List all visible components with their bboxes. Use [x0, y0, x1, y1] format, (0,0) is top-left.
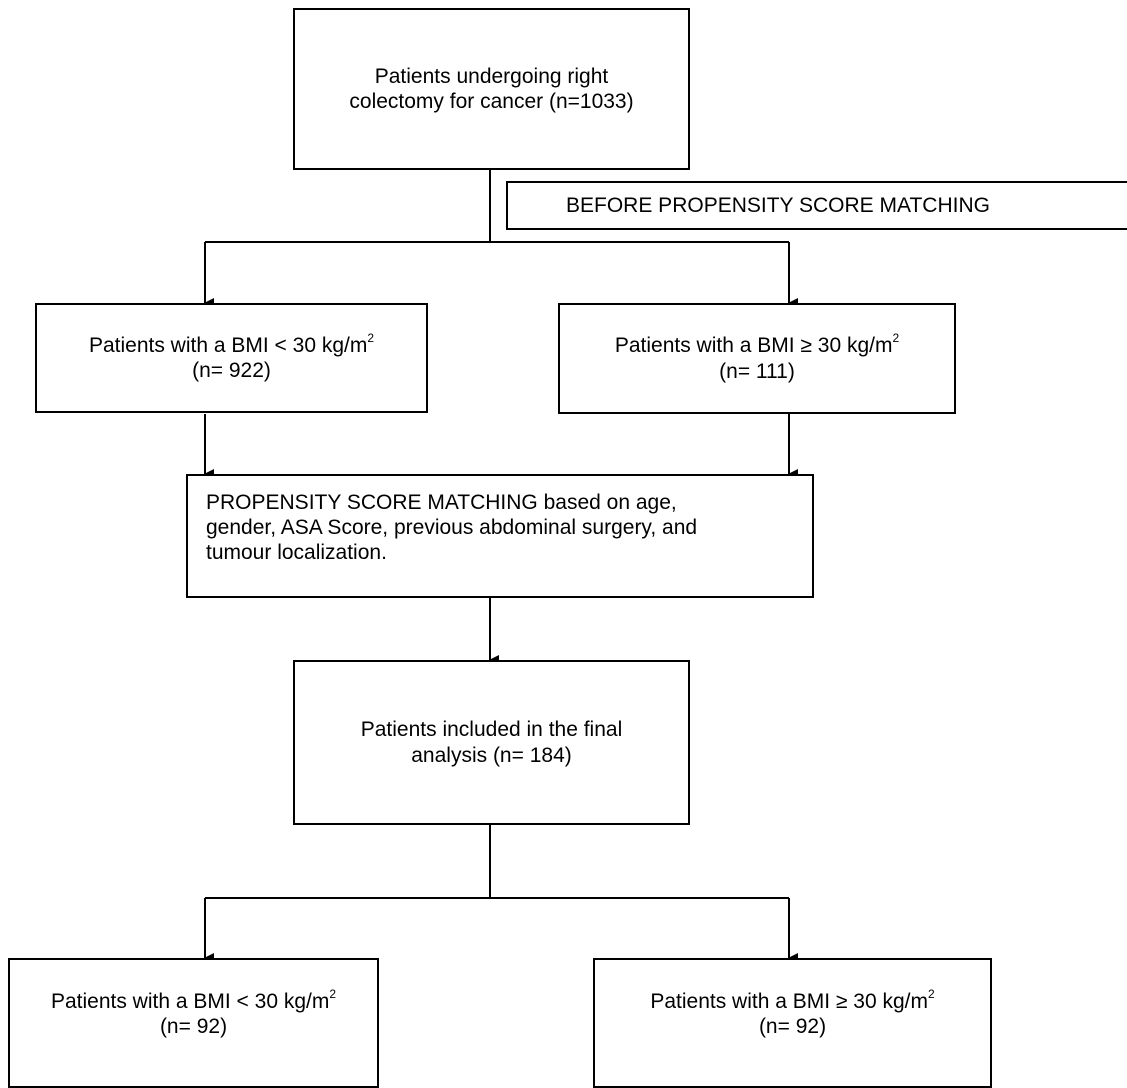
- bmi-high-before-line-2: (n= 111): [719, 359, 795, 383]
- matching-line-2: gender, ASA Score, previous abdominal su…: [206, 516, 698, 540]
- bmi-high-before-box: Patients with a BMI ≥ 30 kg/m2 (n= 111): [558, 303, 956, 414]
- bmi-low-after-line-2: (n= 92): [159, 1015, 228, 1039]
- before-matching-text: BEFORE PROPENSITY SCORE MATCHING: [566, 193, 990, 217]
- bmi-high-before-line-1: Patients with a BMI ≥ 30 kg/m2: [614, 331, 900, 358]
- bmi-low-after-sup: 2: [329, 987, 337, 1001]
- bmi-high-after-box: Patients with a BMI ≥ 30 kg/m2 (n= 92): [593, 958, 992, 1088]
- bmi-low-before-sup: 2: [367, 330, 375, 345]
- matching-line-3: tumour localization.: [206, 541, 387, 565]
- before-matching-label: BEFORE PROPENSITY SCORE MATCHING: [506, 181, 1127, 230]
- bmi-low-before-line-2: (n= 922): [192, 359, 271, 382]
- final-line-2: analysis (n= 184): [411, 743, 572, 767]
- final-line-1: Patients included in the final: [360, 718, 623, 742]
- bmi-low-after-box: Patients with a BMI < 30 kg/m2 (n= 92): [8, 958, 379, 1088]
- start-box: Patients undergoing right colectomy for …: [293, 8, 690, 170]
- bmi-high-after-line-2: (n= 92): [758, 1015, 827, 1039]
- matching-box: PROPENSITY SCORE MATCHING based on age, …: [186, 474, 814, 598]
- bmi-low-before-box: Patients with a BMI < 30 kg/m2 (n= 922): [35, 303, 428, 413]
- bmi-low-after-line-1: Patients with a BMI < 30 kg/m2: [50, 987, 337, 1014]
- bmi-high-before-sup: 2: [892, 331, 900, 346]
- final-analysis-box: Patients included in the final analysis …: [293, 660, 690, 825]
- bmi-high-after-sup: 2: [927, 987, 935, 1001]
- bmi-low-before-line-1: Patients with a BMI < 30 kg/m2: [88, 330, 375, 358]
- start-line-1: Patients undergoing right: [374, 64, 609, 88]
- matching-line-1: PROPENSITY SCORE MATCHING based on age,: [206, 491, 677, 514]
- bmi-high-before-text: Patients with a BMI ≥ 30 kg/m: [614, 334, 893, 358]
- bmi-low-after-text: Patients with a BMI < 30 kg/m: [50, 990, 330, 1013]
- start-line-2: colectomy for cancer (n=1033): [349, 90, 634, 113]
- bmi-high-after-line-1: Patients with a BMI ≥ 30 kg/m2: [650, 987, 935, 1014]
- bmi-low-before-text: Patients with a BMI < 30 kg/m: [88, 333, 368, 357]
- bmi-high-after-text: Patients with a BMI ≥ 30 kg/m: [650, 990, 928, 1013]
